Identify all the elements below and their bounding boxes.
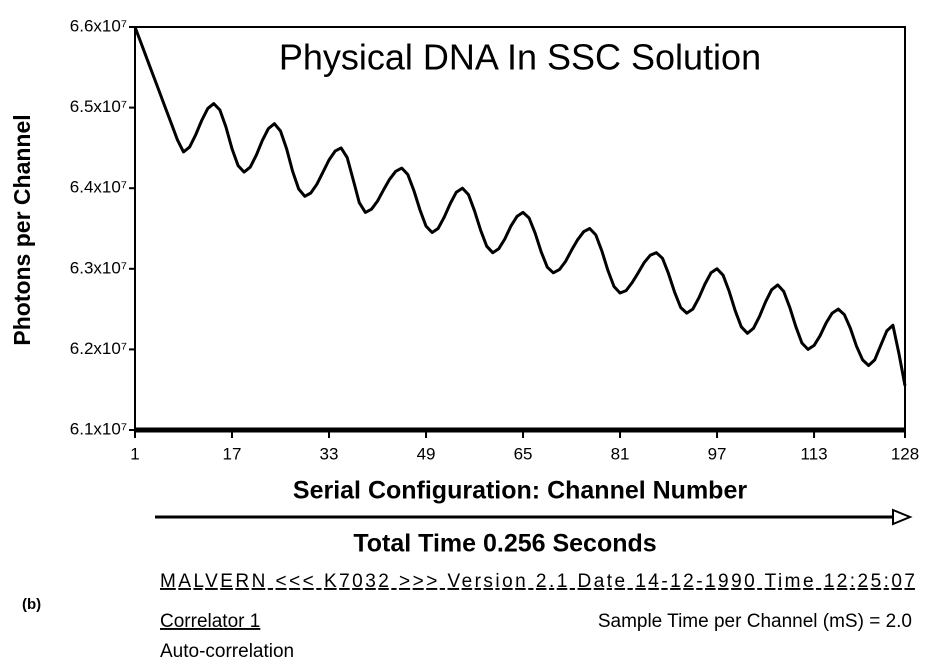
y-tick-label: 6.6x10⁷ — [70, 16, 127, 35]
sample-time: Sample Time per Channel (mS) = 2.0 — [598, 611, 912, 632]
y-tick-label: 6.4x10⁷ — [70, 178, 127, 197]
y-axis-label: Photons per Channel — [9, 114, 35, 345]
plot-frame — [134, 26, 906, 431]
x-tick-label: 17 — [223, 444, 242, 463]
x-tick-label: 65 — [514, 444, 533, 463]
x-tick-label: 113 — [801, 444, 828, 463]
x-tick-label: 49 — [417, 444, 436, 463]
panel-label: (b) — [22, 596, 41, 613]
y-tick-label: 6.2x10⁷ — [70, 339, 127, 358]
y-tick-label: 6.1x10⁷ — [70, 419, 127, 438]
y-tick-label: 6.5x10⁷ — [70, 97, 127, 116]
x-tick-label: 33 — [320, 444, 339, 463]
x-tick-label: 1 — [130, 444, 139, 463]
chart-title: Physical DNA In SSC Solution — [279, 37, 761, 78]
x-axis-label: Serial Configuration: Channel Number — [293, 477, 747, 505]
data-line — [133, 26, 907, 386]
mode: Auto-correlation — [160, 641, 294, 662]
header-line: MALVERN <<< K7032 >>> Version 2.1 Date 1… — [160, 571, 915, 592]
arrow-head — [892, 508, 913, 526]
total-time: Total Time 0.256 Seconds — [353, 530, 656, 558]
y-tick-label: 6.3x10⁷ — [70, 258, 127, 277]
x-tick-label: 97 — [708, 444, 727, 463]
x-tick-label: 128 — [891, 444, 919, 463]
x-tick-label: 81 — [611, 444, 630, 463]
correlator: Correlator 1 — [160, 611, 260, 632]
